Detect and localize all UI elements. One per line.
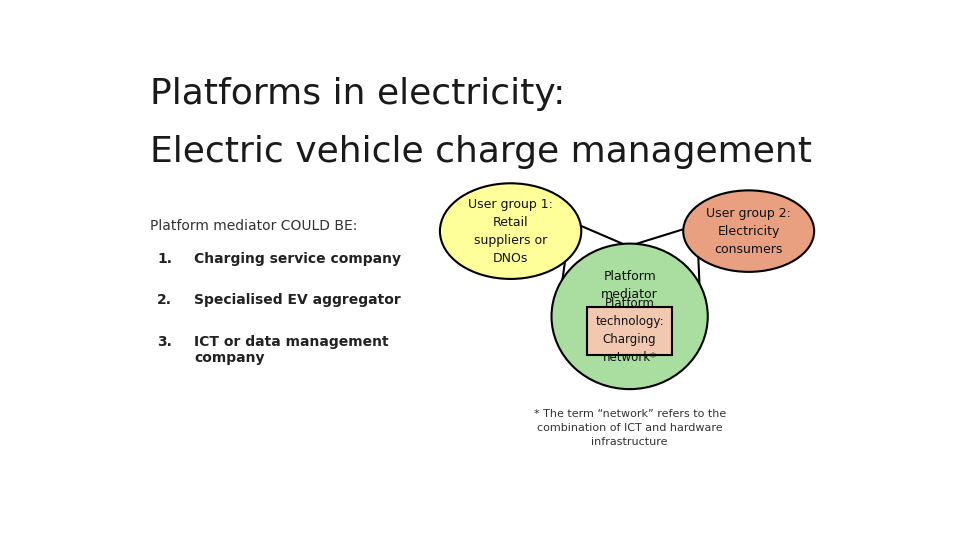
FancyBboxPatch shape xyxy=(587,307,672,355)
Text: * The term “network” refers to the
combination of ICT and hardware
infrastructur: * The term “network” refers to the combi… xyxy=(534,409,726,447)
Text: ICT or data management
company: ICT or data management company xyxy=(194,335,389,365)
Text: Platforms in electricity:: Platforms in electricity: xyxy=(150,77,565,111)
Text: Platform
mediator: Platform mediator xyxy=(601,269,658,301)
Text: Platform
technology:
Charging
network*: Platform technology: Charging network* xyxy=(595,298,664,364)
Text: Specialised EV aggregator: Specialised EV aggregator xyxy=(194,293,401,307)
Text: User group 1:
Retail
suppliers or
DNOs: User group 1: Retail suppliers or DNOs xyxy=(468,198,553,265)
Text: 3.: 3. xyxy=(157,335,172,349)
Text: User group 2:
Electricity
consumers: User group 2: Electricity consumers xyxy=(707,207,791,255)
Text: 2.: 2. xyxy=(157,293,172,307)
Ellipse shape xyxy=(684,191,814,272)
Ellipse shape xyxy=(440,183,581,279)
Text: Electric vehicle charge management: Electric vehicle charge management xyxy=(150,136,812,170)
Text: Platform mediator COULD BE:: Platform mediator COULD BE: xyxy=(150,219,357,233)
Ellipse shape xyxy=(552,244,708,389)
Text: 1.: 1. xyxy=(157,252,172,266)
Text: Charging service company: Charging service company xyxy=(194,252,401,266)
